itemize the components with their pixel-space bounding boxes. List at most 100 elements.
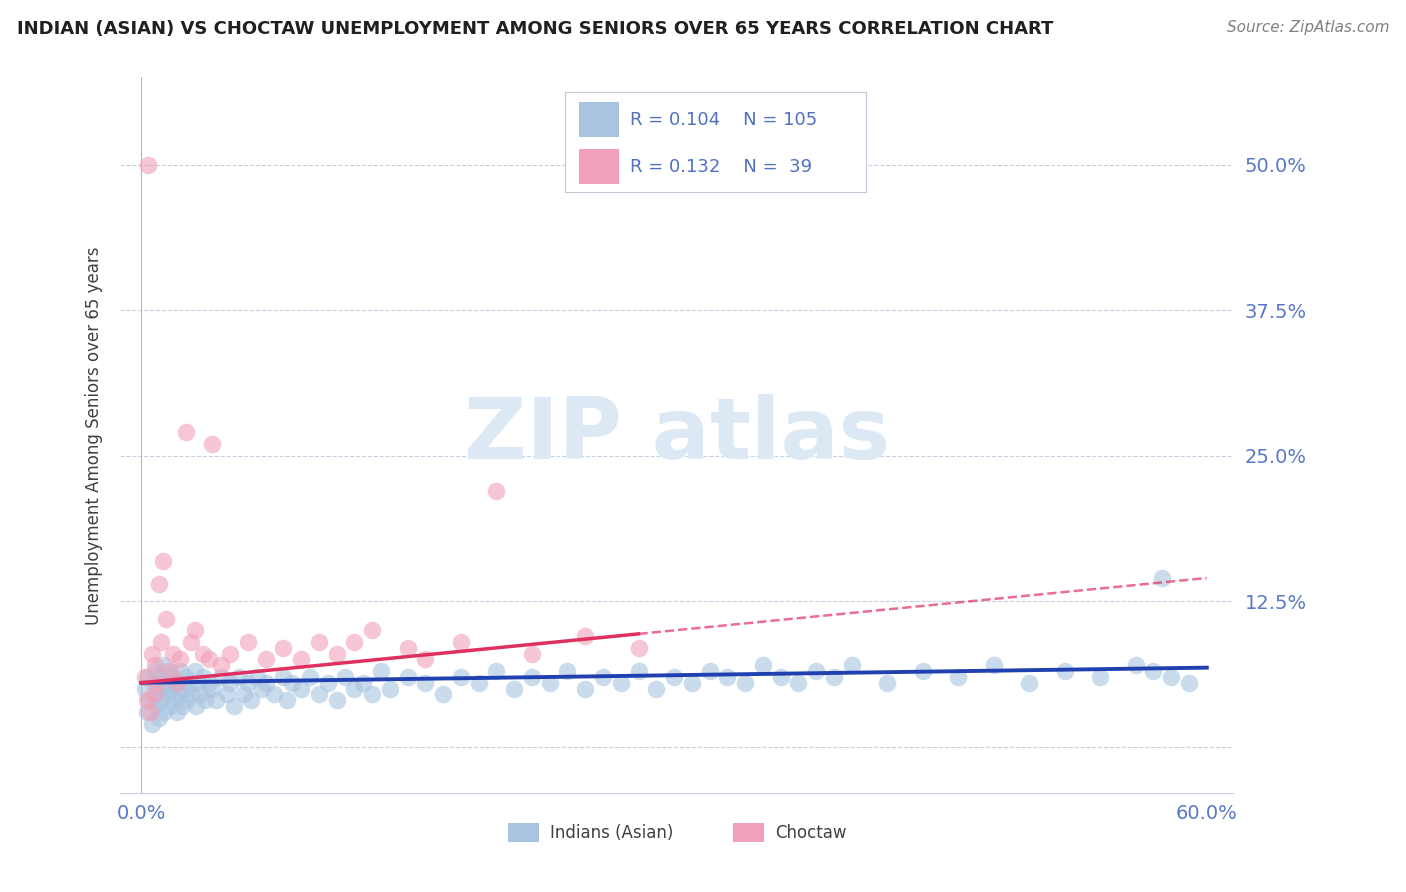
Point [180,635,202,649]
Point [156,687,179,701]
Text: Indians (Asian): Indians (Asian) [550,823,673,842]
Text: Choctaw: Choctaw [775,823,846,842]
Point [876,675,898,690]
Point [240,693,263,707]
Point [180,687,202,701]
Point [197,652,219,666]
Point [1125,658,1147,673]
Point [298,670,321,684]
Point [352,675,374,690]
Point [308,635,330,649]
Point [254,652,277,666]
Point [183,664,205,678]
Point [752,658,775,673]
Point [187,675,209,690]
Point [841,658,863,673]
Point [138,158,160,172]
Point [139,693,162,707]
Point [209,670,232,684]
Point [141,716,163,731]
Point [276,693,298,707]
Point [197,675,219,690]
Point [174,670,197,684]
Point [141,647,163,661]
Point [1090,670,1112,684]
Point [148,670,170,684]
Text: Source: ZipAtlas.com: Source: ZipAtlas.com [1226,20,1389,35]
Point [194,693,217,707]
Point [485,664,508,678]
Point [148,577,170,591]
Text: ZIP atlas: ZIP atlas [464,394,890,477]
Point [699,664,721,678]
Point [233,687,256,701]
Point [179,675,201,690]
Point [155,612,177,626]
Point [134,670,156,684]
Point [343,681,366,696]
Point [149,693,172,707]
Point [574,681,596,696]
Point [415,675,437,690]
Point [159,699,181,714]
Point [183,624,205,638]
Point [450,635,472,649]
Point [174,425,197,440]
Point [145,658,167,673]
Point [219,675,242,690]
Point [370,664,392,678]
Point [557,664,579,678]
Point [946,670,969,684]
Point [609,675,631,690]
Point [361,687,384,701]
Point [308,687,330,701]
Point [219,647,242,661]
Point [361,624,384,638]
Point [1160,670,1182,684]
Point [273,640,295,655]
Point [145,699,167,714]
Point [146,687,169,701]
Point [135,693,157,707]
Point [662,670,685,684]
Point [769,670,792,684]
Point [169,664,191,678]
Point [215,687,238,701]
Point [343,635,366,649]
Point [734,675,756,690]
Point [273,670,295,684]
Point [162,670,184,684]
Text: INDIAN (ASIAN) VS CHOCTAW UNEMPLOYMENT AMONG SENIORS OVER 65 YEARS CORRELATION C: INDIAN (ASIAN) VS CHOCTAW UNEMPLOYMENT A… [17,20,1053,37]
Point [450,670,472,684]
Point [415,652,437,666]
Point [290,681,312,696]
Point [156,664,179,678]
Point [983,658,1005,673]
Point [538,675,561,690]
Point [193,670,215,684]
Point [222,699,245,714]
Point [254,675,277,690]
Point [335,670,357,684]
Point [152,553,174,567]
Point [148,711,170,725]
Point [281,675,304,690]
Point [592,670,614,684]
Point [787,675,810,690]
Point [520,647,543,661]
Point [378,681,401,696]
Point [193,647,215,661]
Y-axis label: Unemployment Among Seniors over 65 years: Unemployment Among Seniors over 65 years [86,246,103,624]
Point [149,635,172,649]
Point [186,699,208,714]
Point [139,705,162,719]
Point [159,664,181,678]
Point [396,640,419,655]
Point [201,437,224,451]
Point [173,681,195,696]
Point [152,681,174,696]
Point [172,699,194,714]
Point [145,664,167,678]
Point [627,640,650,655]
Point [467,675,489,690]
